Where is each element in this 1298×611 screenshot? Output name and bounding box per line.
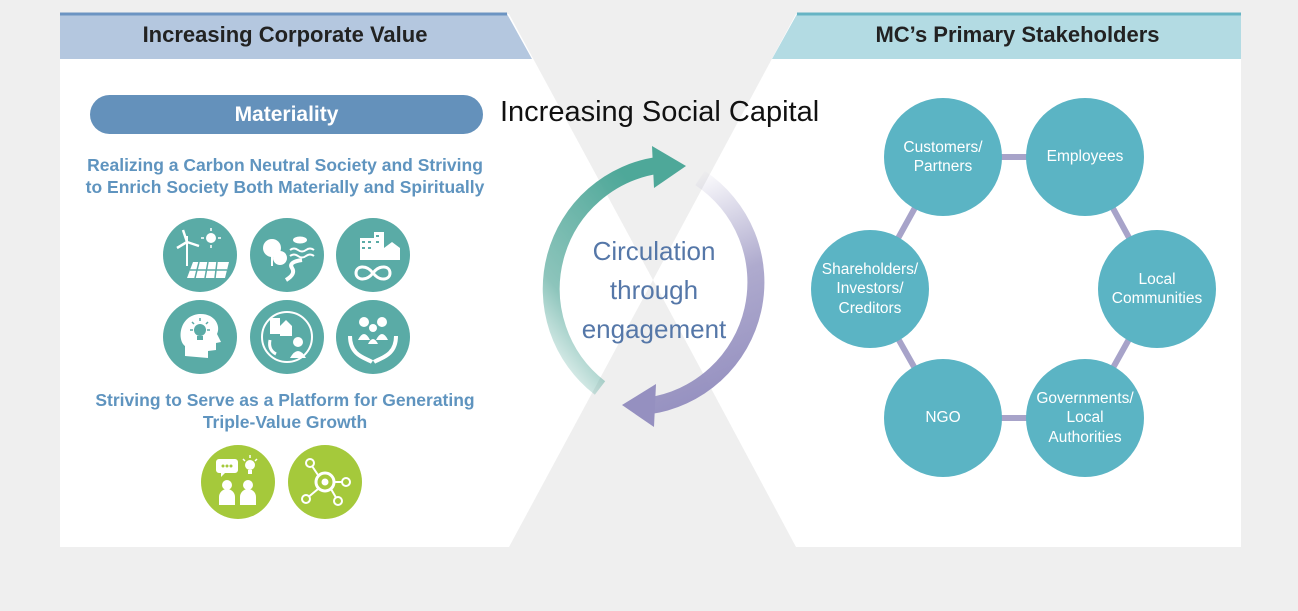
network-hub-icon — [288, 445, 362, 519]
purple-arrowhead — [622, 384, 656, 427]
stakeholder-governments: Governments/Local Authorities — [1026, 359, 1144, 477]
circulation-label: Circulation through engagement — [560, 232, 748, 349]
right-header-band — [772, 14, 1241, 59]
stakeholder-label-line: Creditors — [838, 299, 902, 317]
hands-people-icon — [336, 300, 410, 374]
carbon-neutral-text: Realizing a Carbon Neutral Society and S… — [70, 154, 500, 198]
stakeholder-label-line: Investors/ — [836, 280, 904, 298]
materiality-pill: Materiality — [90, 95, 483, 134]
stakeholder-label-line: NGO — [925, 409, 961, 427]
circulation-line2: through — [609, 275, 699, 305]
platform-text-line1: Striving to Serve as a Platform for Gene… — [95, 390, 475, 410]
people-ideas-icon — [201, 445, 275, 519]
community-cycle-icon — [250, 300, 324, 374]
circulation-line1: Circulation — [592, 236, 716, 266]
forest-water-icon — [250, 218, 324, 292]
left-header-title: Increasing Corporate Value — [142, 22, 428, 47]
stakeholder-label-line: Shareholders/ — [821, 260, 919, 278]
stakeholder-label-line: Governments/ — [1036, 389, 1134, 407]
stakeholder-ngo: NGO — [884, 359, 1002, 477]
stakeholder-shareholders: Shareholders/Investors/Creditors — [811, 230, 929, 348]
stakeholder-label-line: Local — [1066, 409, 1104, 427]
platform-text: Striving to Serve as a Platform for Gene… — [70, 389, 500, 433]
teal-arrow-arc — [542, 156, 662, 395]
teal-arrowhead — [652, 146, 686, 188]
stakeholder-customers-partners: Customers/Partners — [884, 98, 1002, 216]
stakeholder-label-line: Local — [1138, 270, 1176, 288]
lightbulb-head-icon — [163, 300, 237, 374]
circulation-line3: engagement — [581, 314, 727, 344]
right-header-title: MC’s Primary Stakeholders — [875, 22, 1160, 47]
stakeholder-label-line: Authorities — [1048, 428, 1122, 446]
carbon-text-line2: to Enrich Society Both Materially and Sp… — [85, 177, 485, 197]
stakeholder-label-line: Customers/ — [903, 138, 983, 156]
increasing-social-capital-label: Increasing Social Capital — [500, 96, 820, 128]
stakeholder-label-line: Partners — [913, 158, 973, 175]
wind-solar-icon — [163, 218, 237, 292]
platform-text-line2: Triple-Value Growth — [202, 412, 368, 432]
circulation-arrows — [542, 146, 765, 427]
city-infinity-icon — [336, 218, 410, 292]
stakeholder-employees: Employees — [1026, 98, 1144, 216]
stakeholder-label-line: Employees — [1046, 148, 1124, 166]
stakeholder-local-communities: Local Communities — [1098, 230, 1216, 348]
left-header-band — [60, 14, 532, 59]
stakeholder-label-line: Communities — [1111, 290, 1203, 307]
purple-arrow-arc — [646, 170, 765, 415]
carbon-text-line1: Realizing a Carbon Neutral Society and S… — [87, 155, 483, 175]
